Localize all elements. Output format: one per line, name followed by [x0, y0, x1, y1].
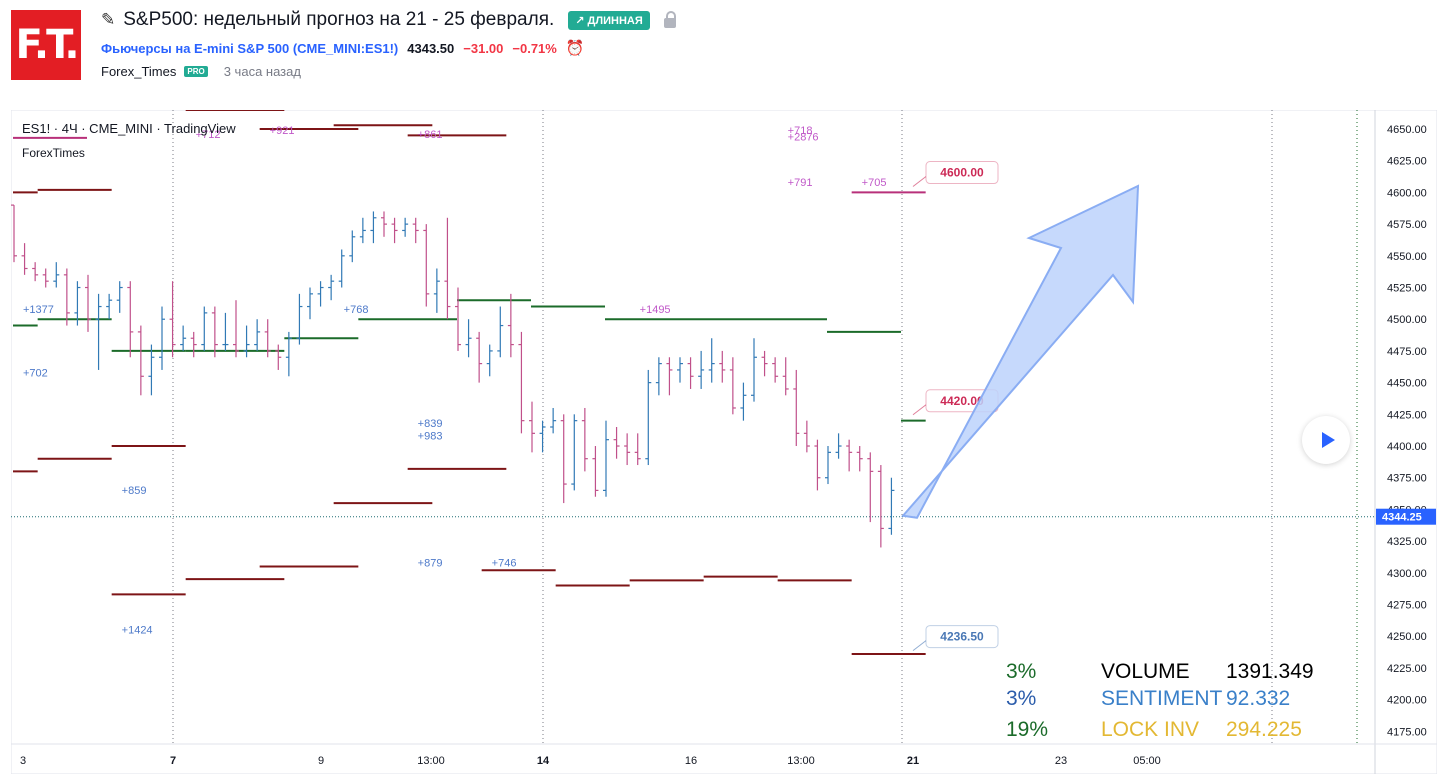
price-axis-label: 4275.00 — [1387, 600, 1427, 612]
last-price: 4343.50 — [407, 41, 455, 56]
stat-value: 1391.349 — [1226, 660, 1314, 683]
time-axis-label: 7 — [170, 755, 176, 767]
forex-times-logo[interactable]: F.T. — [11, 10, 81, 80]
chart-legend-author: ForexTimes — [22, 146, 85, 160]
target-callout — [912, 640, 927, 652]
time-axis-label: 21 — [907, 755, 919, 767]
price-axis-label: 4600.00 — [1387, 187, 1427, 199]
target-callout — [912, 176, 927, 187]
volume-label: +839 — [418, 418, 443, 430]
price-axis-label: 4575.00 — [1387, 219, 1427, 231]
time-axis-label: 16 — [685, 755, 697, 767]
price-axis-label: 4625.00 — [1387, 156, 1427, 168]
play-button[interactable] — [1302, 416, 1350, 464]
volume-label: +1424 — [122, 625, 153, 637]
price-change: −31.00 — [463, 41, 504, 56]
idea-title: S&P500: недельный прогноз на 21 - 25 фев… — [123, 9, 555, 30]
target-price-label: 4236.50 — [940, 630, 984, 644]
time-axis-label: 14 — [537, 755, 550, 767]
time-axis-label: 3 — [20, 755, 26, 767]
stat-percent: 3% — [1006, 687, 1036, 710]
symbol-row: Фьючерсы на E-mini S&P 500 (CME_MINI:ES1… — [101, 39, 585, 57]
price-axis-label: 4550.00 — [1387, 251, 1427, 263]
price-axis-label: 4200.00 — [1387, 695, 1427, 707]
chart-legend-symbol: ES1! · 4Ч · CME_MINI · TradingView — [22, 121, 236, 136]
volume-label: +1495 — [640, 304, 671, 316]
volume-label: +712 — [196, 129, 221, 141]
current-price-label: 4344.25 — [1382, 512, 1422, 524]
pro-badge: PRO — [184, 66, 208, 77]
target-box — [925, 625, 999, 649]
chart-area[interactable]: 3 7 9 13:00 14 16 13:00 21 23 05:00 4650.00 4625.00… — [11, 110, 1437, 774]
volume-label: +1377 — [23, 304, 54, 316]
target-box — [925, 161, 999, 185]
symbol-code: (CME_MINI:ES1!) — [292, 41, 399, 56]
price-axis-label: 4500.00 — [1387, 314, 1427, 326]
volume-label: +879 — [418, 557, 443, 569]
alarm-clock-icon[interactable]: ⏰ — [565, 40, 585, 57]
time-axis-label: 05:00 — [1133, 755, 1161, 767]
price-chart[interactable]: 3 7 9 13:00 14 16 13:00 21 23 05:00 4650.00 4625.00… — [11, 110, 1437, 774]
play-icon — [1321, 432, 1335, 448]
volume-label: +921 — [270, 125, 295, 137]
volume-label: +702 — [23, 367, 48, 379]
volume-label: +859 — [122, 485, 147, 497]
price-axis-label: 4325.00 — [1387, 536, 1427, 548]
price-change-percent: −0.71% — [512, 41, 557, 56]
time-axis-label: 13:00 — [787, 755, 815, 767]
price-axis-label: 4175.00 — [1387, 726, 1427, 738]
volume-label: +983 — [418, 431, 443, 443]
price-axis-label: 4650.00 — [1387, 124, 1427, 136]
target-price-label: 4600.00 — [940, 166, 984, 180]
price-axis-label: 4375.00 — [1387, 473, 1427, 485]
price-axis-label: 4450.00 — [1387, 378, 1427, 390]
price-axis-label: 4225.00 — [1387, 663, 1427, 675]
volume-label: +705 — [862, 177, 887, 189]
stat-value: 92.332 — [1226, 687, 1290, 710]
volume-label: +861 — [418, 129, 443, 141]
stat-label: SENTIMENT — [1101, 687, 1223, 710]
stat-value: 294.225 — [1226, 718, 1302, 741]
time-axis-label: 9 — [318, 755, 324, 767]
stat-label: LOCK INV — [1101, 718, 1199, 741]
price-axis-label: 4250.00 — [1387, 631, 1427, 643]
volume-label: +2876 — [788, 131, 819, 143]
price-axis-label: 4300.00 — [1387, 568, 1427, 580]
author-row: Forex_Times PRO 3 часа назад — [101, 64, 301, 79]
time-axis-label: 23 — [1055, 755, 1067, 767]
volume-label: +718 — [788, 125, 813, 137]
stat-percent: 3% — [1006, 660, 1036, 683]
symbol-name: Фьючерсы на E-mini S&P 500 — [101, 41, 290, 56]
author-name[interactable]: Forex_Times — [101, 64, 177, 79]
lock-icon — [663, 11, 676, 28]
forecast-arrow — [901, 184, 1140, 519]
price-axis-label: 4525.00 — [1387, 283, 1427, 295]
current-price-tag — [1376, 508, 1436, 525]
stat-label: VOLUME — [1101, 660, 1190, 683]
time-axis-label: 13:00 — [417, 755, 445, 767]
long-direction-badge: ↗ ДЛИННАЯ — [568, 10, 650, 30]
chart-background — [11, 110, 1437, 774]
price-axis-label: 4475.00 — [1387, 346, 1427, 358]
stat-percent: 19% — [1006, 718, 1048, 741]
target-price-label: 4420.00 — [940, 394, 984, 408]
volume-label: +746 — [492, 557, 517, 569]
volume-label: +791 — [788, 177, 813, 189]
symbol-link[interactable]: Фьючерсы на E-mini S&P 500 (CME_MINI:ES1… — [101, 41, 398, 56]
price-axis-label: 4400.00 — [1387, 441, 1427, 453]
idea-header: F.T. ✎ S&P500: недельный прогноз на 21 -… — [0, 0, 1444, 100]
target-callout — [912, 404, 927, 416]
title-row: ✎ S&P500: недельный прогноз на 21 - 25 ф… — [101, 9, 676, 31]
idea-pencil-icon: ✎ — [101, 10, 116, 29]
publish-time: 3 часа назад — [223, 64, 301, 79]
price-axis-label: 4425.00 — [1387, 409, 1427, 421]
volume-label: +768 — [344, 304, 369, 316]
